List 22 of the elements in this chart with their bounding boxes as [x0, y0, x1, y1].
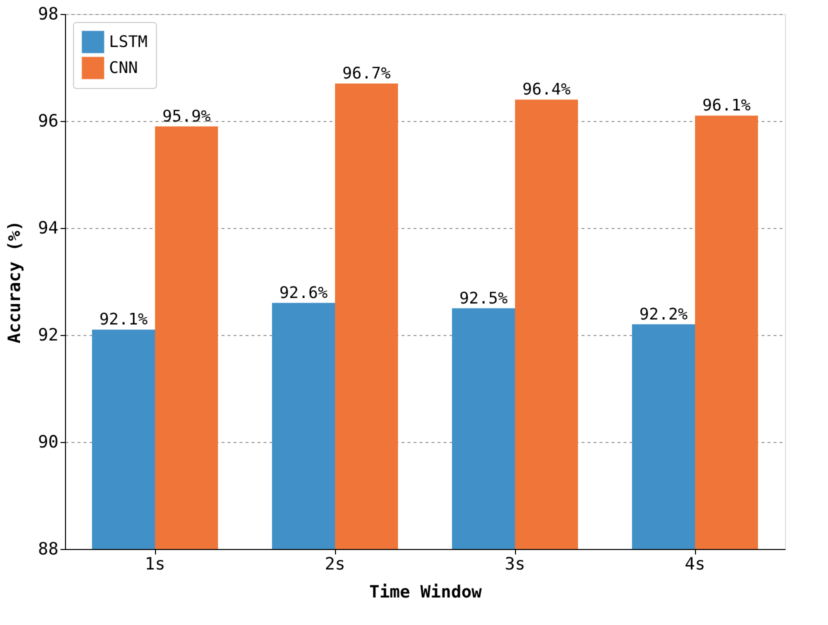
y-tick-label: 94 [38, 218, 58, 238]
x-tick-label: 2s [324, 554, 346, 574]
y-tick-label: 92 [38, 326, 58, 346]
data-label: 96.7% [342, 64, 391, 83]
data-label: 92.6% [279, 282, 328, 302]
x-tick-label: 1s [144, 554, 166, 574]
x-tick-label: 4s [684, 554, 706, 574]
data-label: 92.2% [639, 304, 688, 324]
data-label: 96.4% [522, 80, 571, 99]
data-label: 96.1% [702, 96, 751, 115]
y-tick-label: 96 [38, 112, 58, 132]
x-tick-label: 3s [504, 554, 526, 574]
legend-label: LSTM [109, 32, 148, 51]
y-tick-label: 90 [38, 432, 58, 452]
y-tick-label: 88 [38, 540, 58, 560]
data-label: 92.5% [459, 288, 508, 308]
y-axis-title: Accuracy (%) [5, 220, 26, 344]
data-label: 95.9% [162, 106, 211, 126]
y-tick-label: 98 [38, 4, 58, 24]
legend-label: CNN [109, 58, 138, 77]
data-label: 92.1% [99, 310, 148, 329]
x-axis-title: Time Window [369, 582, 483, 602]
